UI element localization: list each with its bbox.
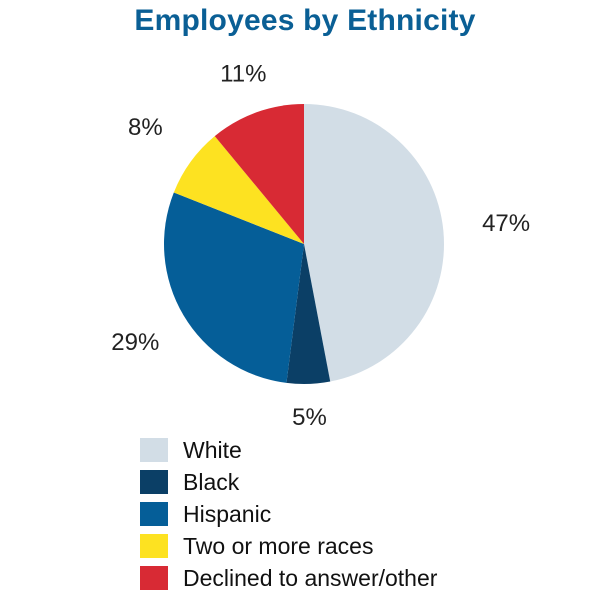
- slice-label: 47%: [482, 210, 530, 237]
- legend-item: Hispanic: [140, 498, 437, 530]
- legend-item: Black: [140, 466, 437, 498]
- pie-slice-black: [286, 244, 331, 384]
- legend-label: Hispanic: [183, 500, 272, 527]
- legend-item: Declined to answer/other: [140, 562, 437, 594]
- legend-swatch: [140, 438, 168, 462]
- slice-label: 5%: [292, 404, 327, 430]
- pie-chart: 47% 5% 29% 8% 11%: [111, 61, 530, 430]
- pie-slice-two-or-more-races: [173, 136, 304, 244]
- legend-label: White: [183, 436, 242, 463]
- chart-legend: White Black Hispanic Two or more races Decli…: [140, 434, 437, 594]
- legend-swatch: [140, 534, 168, 558]
- legend-swatch: [140, 470, 168, 494]
- legend-label: Declined to answer/other: [183, 564, 438, 591]
- slice-label: 29%: [111, 329, 159, 356]
- pie-slice-white: [304, 104, 444, 382]
- legend-item: White: [140, 434, 437, 466]
- chart-title: Employees by Ethnicity: [134, 4, 476, 37]
- legend-swatch: [140, 566, 168, 590]
- legend-label: Two or more races: [183, 532, 374, 559]
- pie-slice-hispanic: [163, 192, 304, 383]
- legend-item: Two or more races: [140, 530, 437, 562]
- slice-label: 11%: [220, 61, 266, 88]
- legend-label: Black: [183, 468, 240, 495]
- slice-label: 8%: [128, 114, 163, 141]
- legend-swatch: [140, 502, 168, 526]
- pie-slice-declined-to-answer-other: [214, 104, 304, 244]
